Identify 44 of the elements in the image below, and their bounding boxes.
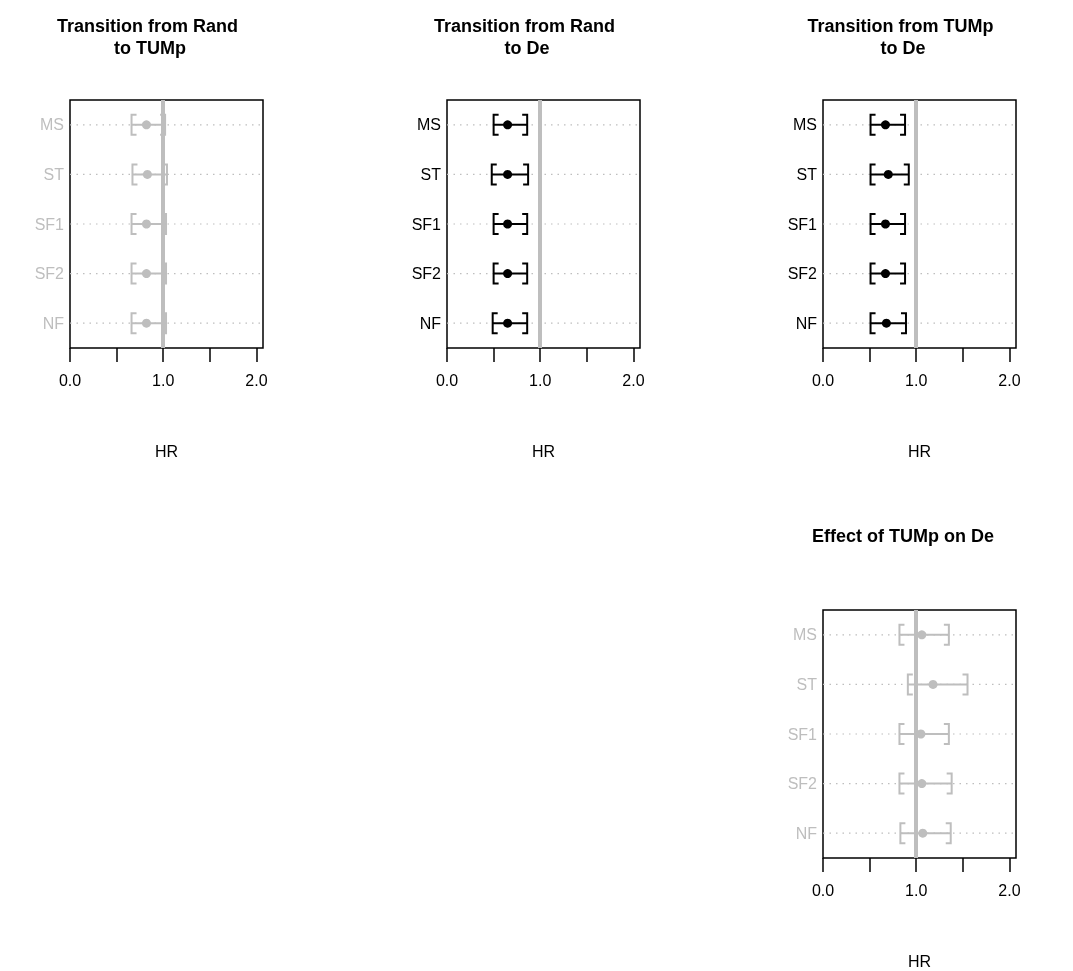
x-axis-title: HR [907, 952, 932, 970]
y-tick-label: SF1 [34, 215, 65, 233]
y-tick-label: MS [40, 116, 64, 134]
x-tick-label: 2.0 [998, 881, 1021, 899]
y-tick-label: SF1 [787, 215, 818, 233]
chart-title: Transition from TUMp to De [807, 16, 999, 58]
x-tick-label: 1.0 [528, 371, 551, 389]
x-tick-label: 2.0 [621, 371, 645, 389]
y-tick-label: SF1 [787, 725, 818, 743]
x-tick-label: 0.0 [811, 371, 835, 389]
y-tick-label: SF1 [411, 215, 441, 233]
y-tick-label: MS [793, 116, 817, 134]
x-tick-label: 1.0 [152, 371, 175, 389]
chart-title: Transition from Rand to TUMp [56, 16, 244, 58]
y-tick-label: NF [795, 824, 818, 842]
x-tick-label: 2.0 [245, 371, 268, 389]
x-tick-label: 0.0 [58, 371, 82, 389]
chart-title: Effect of TUMp on De [812, 526, 994, 546]
point [917, 630, 927, 640]
x-tick-label: 0.0 [435, 371, 458, 389]
y-tick-label: SF2 [787, 775, 818, 793]
y-tick-label: SF2 [787, 265, 818, 283]
x-tick-label: 1.0 [905, 881, 928, 899]
y-tick-label: ST [43, 165, 65, 183]
y-tick-label: ST [420, 165, 441, 183]
y-tick-label: SF2 [411, 265, 441, 283]
point [918, 828, 928, 838]
x-tick-label: 0.0 [811, 881, 835, 899]
x-tick-label: 2.0 [998, 371, 1021, 389]
y-tick-label: NF [795, 314, 818, 332]
x-axis-title: HR [907, 442, 932, 460]
point [917, 779, 927, 789]
y-tick-label: NF [419, 314, 441, 332]
y-tick-label: ST [796, 165, 818, 183]
y-tick-label: MS [793, 626, 817, 644]
y-tick-label: SF2 [34, 265, 65, 283]
x-axis-title: HR [531, 442, 555, 460]
x-tick-label: 1.0 [905, 371, 928, 389]
point [928, 679, 938, 689]
chart-title: Transition from Rand to De [433, 16, 620, 58]
y-tick-label: MS [416, 116, 441, 134]
x-axis-title: HR [154, 442, 179, 460]
y-tick-label: ST [796, 675, 818, 693]
y-tick-label: NF [42, 314, 65, 332]
